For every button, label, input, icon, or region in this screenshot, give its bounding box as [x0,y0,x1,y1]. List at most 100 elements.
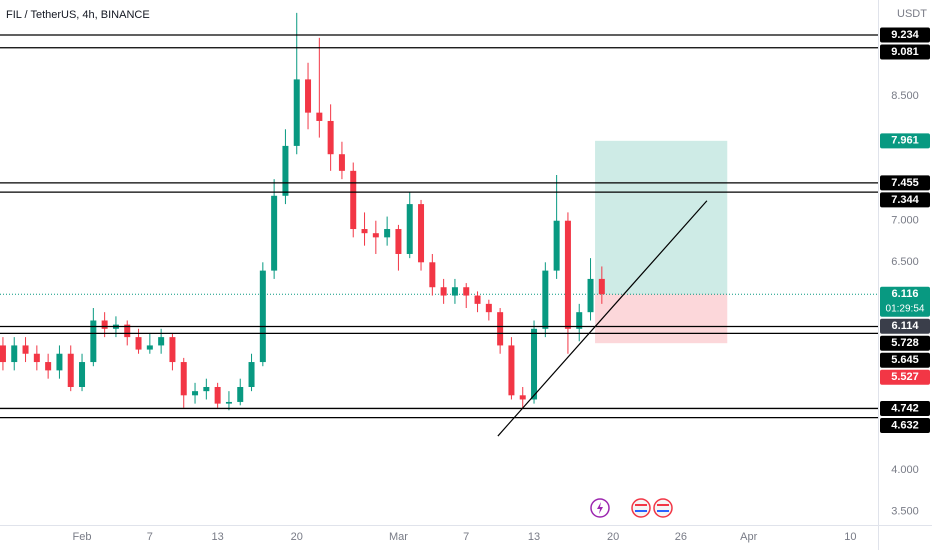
candle-body [0,345,6,363]
price-badge-label: 5.527 [891,371,919,383]
candle-body [564,220,571,329]
event-icon [597,502,603,514]
candle-body [531,328,538,400]
x-tick-label: 26 [675,531,687,543]
candle-body [124,324,131,338]
candle-body [225,401,232,404]
price-badge: 4.632 [880,417,930,433]
x-tick-label: 7 [463,531,469,543]
candle-body [384,229,391,238]
price-badge-label: 7.455 [891,177,919,189]
axes: 3.500 4.000 6.500 7.000 8.500 Feb 7 13 20 Mar 7 13 2… [73,90,919,543]
candle-body [338,154,345,171]
candle-body [11,345,18,363]
price-badge-label: 5.728 [891,337,919,349]
candle-body [203,386,210,392]
candle-body [519,395,526,400]
event-icon [635,504,647,506]
x-tick-label: 13 [212,531,224,543]
candle-body [361,229,368,234]
candle-body [79,362,86,387]
price-badge-bg [880,400,930,416]
y-tick-label: 6.500 [891,256,919,268]
candle-body [45,362,52,371]
price-badge-bg [880,133,930,149]
candle-body [158,337,165,346]
candle-body [214,386,221,404]
price-badge-bg [880,318,930,334]
price-badge: 7.961 [880,133,930,149]
x-tick-label: 7 [147,531,153,543]
candle-body [316,112,323,121]
position-stop-zone [595,294,728,344]
event-icon [631,498,651,518]
candle-body [372,233,379,238]
x-tick-label: 20 [291,531,303,543]
countdown-label: 01:29:54 [886,303,925,314]
price-badge: 4.742 [880,400,930,416]
candle-body [418,204,425,263]
candle-body [587,278,594,313]
x-tick-label: Feb [73,531,92,543]
price-badge: 7.344 [880,192,930,208]
currency-label: USDT [897,8,927,20]
candle-body [553,220,560,271]
price-badge-label: 4.632 [891,419,919,431]
candle-body [101,320,108,329]
price-badge-label: 9.234 [891,29,919,41]
candle-body [259,270,266,363]
candle-body [33,353,40,363]
candle-body [395,229,402,254]
candle-body [22,345,29,354]
price-badge-label: 4.742 [891,402,919,414]
price-badge-label: 6.114 [892,320,920,332]
price-badge: 9.081 [880,44,930,60]
y-tick-label: 7.000 [891,215,919,227]
candle-body [497,312,504,346]
price-badge: 9.234 [880,27,930,43]
candle-body [90,320,97,363]
plot-area [0,12,878,437]
candle-body [180,362,187,396]
y-tick-label: 3.500 [891,506,919,518]
candle-body [271,195,278,271]
position-target-zone [595,140,728,295]
price-badge: 6.114 [880,318,930,334]
event-icon [653,498,673,518]
candle-body [282,145,289,196]
price-badge-label: 7.344 [891,194,919,206]
candle-body [248,362,255,387]
price-badge: 5.527 [880,369,930,385]
x-tick-label: 20 [607,531,619,543]
x-tick-label: 13 [528,531,540,543]
candle-body [67,353,74,387]
candle-body [474,295,481,304]
price-badge-bg [880,192,930,208]
price-badge-label: 9.081 [891,46,919,58]
candle-body [169,337,176,363]
candle-body [406,204,413,254]
price-badge-bg [880,44,930,60]
price-badge: 5.728 [880,335,930,351]
y-tick-label: 4.000 [891,464,919,476]
price-badge-bg [880,175,930,191]
price-badge-bg [880,335,930,351]
price-badge-bg [880,417,930,433]
candle-body [463,287,470,296]
event-icon [657,504,669,506]
candle-body [237,386,244,402]
price-badge: 5.645 [880,352,930,368]
candle-body [350,170,357,230]
chart-title: FIL / TetherUS, 4h, BINANCE [6,9,150,21]
x-tick-label: 10 [844,531,856,543]
candle-body [192,391,199,396]
event-icon [635,510,647,512]
event-icon [657,510,669,512]
price-badge-bg [880,27,930,43]
price-badge-label: 6.116 [892,288,919,300]
candle-body [485,303,492,313]
price-badge-bg [880,286,930,317]
candle-body [451,287,458,296]
